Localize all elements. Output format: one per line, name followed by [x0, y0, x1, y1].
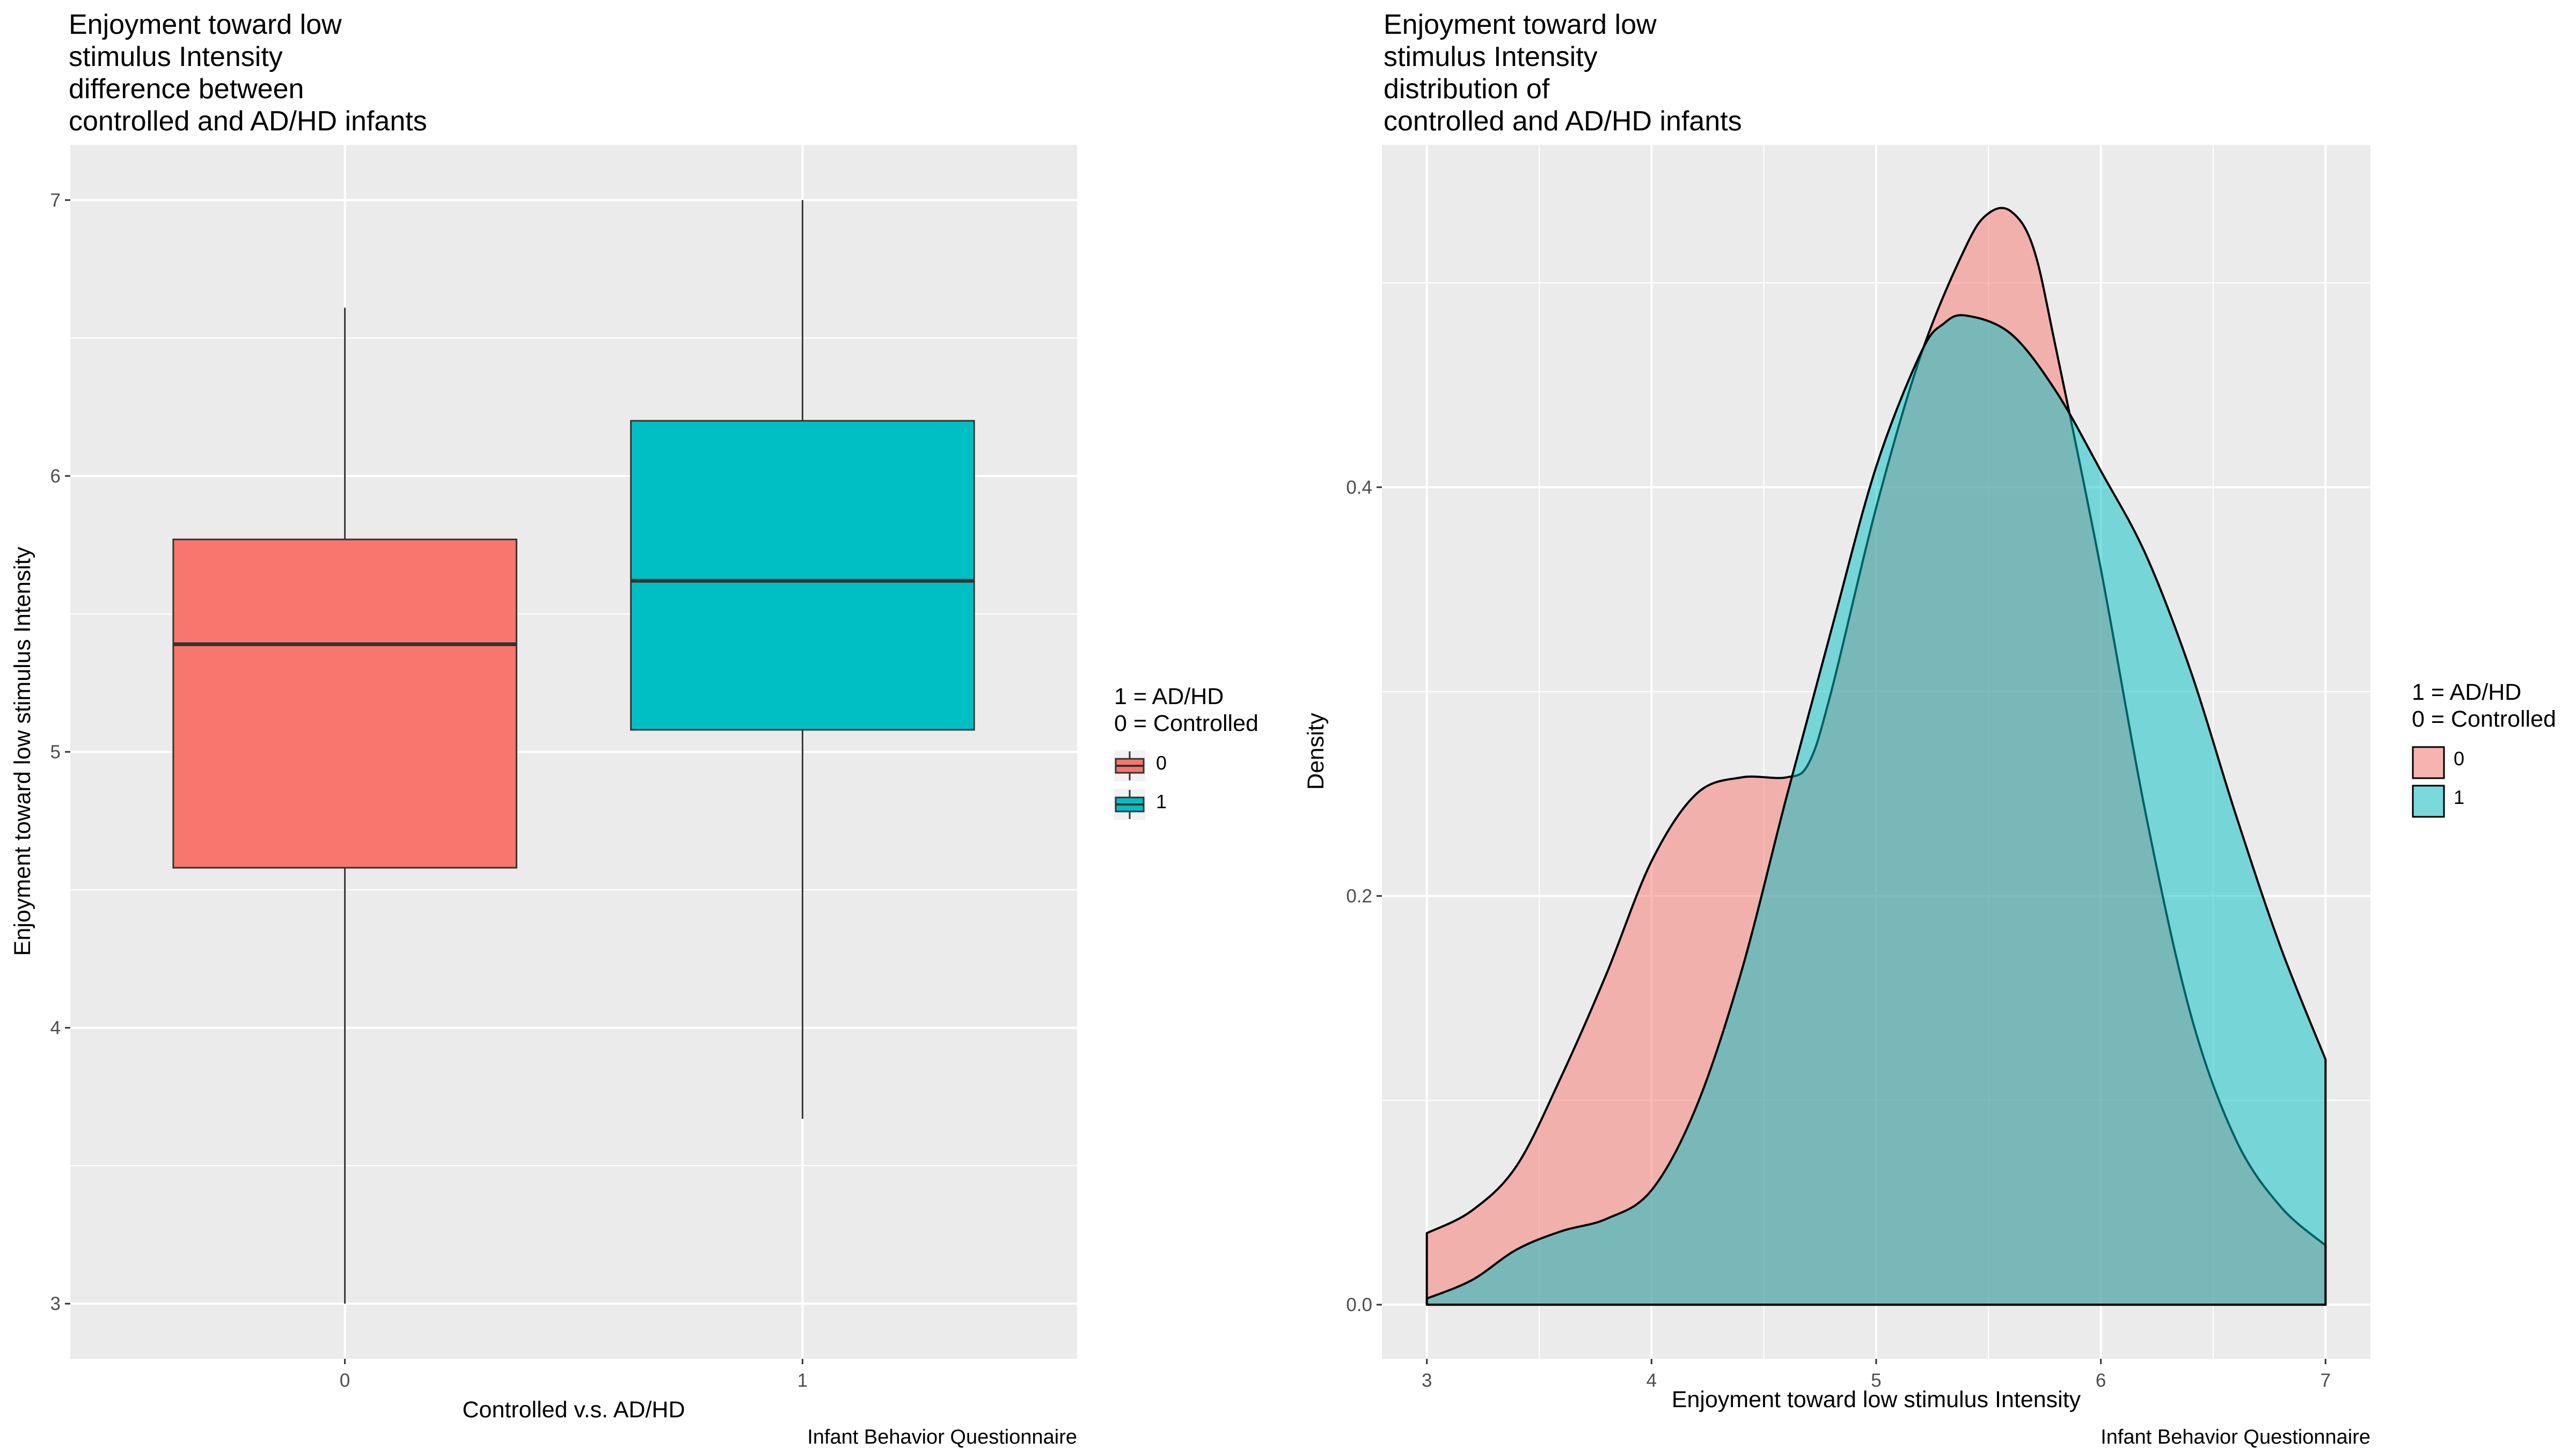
y-tick-label: 6 [50, 466, 61, 487]
boxplot-box-0 [172, 538, 517, 869]
x-tick-label: 1 [797, 1370, 808, 1391]
legend-key-swatch [2412, 785, 2445, 818]
density-title: Enjoyment toward low stimulus Intensity … [1384, 9, 1742, 137]
density-x-ticks: 3 4 5 6 7 [1422, 1359, 2331, 1391]
density-x-axis-label: Enjoyment toward low stimulus Intensity [1672, 1387, 2081, 1413]
x-tick-label: 0 [340, 1370, 350, 1391]
boxplot-y-ticks: 3 4 5 6 7 [50, 190, 70, 1314]
y-tick-label: 7 [50, 190, 61, 211]
y-tick-label: 0.4 [1346, 477, 1372, 498]
legend-title-line: 1 = AD/HD [2412, 679, 2521, 705]
boxplot-box-1 [630, 420, 975, 731]
y-tick-label: 5 [50, 742, 61, 763]
x-tick-label: 4 [1646, 1370, 1657, 1391]
legend-entry-label: 0 [2454, 748, 2464, 770]
x-tick-label: 5 [1871, 1370, 1881, 1391]
legend-entry-label: 1 [1156, 791, 1167, 813]
legend-entry-label: 1 [2454, 786, 2464, 808]
boxplot-title: Enjoyment toward low stimulus Intensity … [69, 9, 427, 137]
density-marks [1425, 207, 2327, 1306]
legend-key-swatch [2412, 746, 2445, 779]
density-caption: Infant Behavior Questionnaire [2101, 1426, 2370, 1448]
x-tick-label: 6 [2096, 1370, 2106, 1391]
density-legend: 1 = AD/HD0 = Controlled 0 1 [2412, 679, 2556, 818]
density-panel: 0.0 0.2 0.4 3 4 5 6 7 Enjoyment toward low sti… [1303, 145, 2556, 1448]
boxplot-marks [172, 200, 975, 1304]
legend-title-line: 0 = Controlled [2412, 706, 2556, 732]
y-tick-label: 4 [50, 1018, 61, 1038]
x-tick-label: 3 [1422, 1370, 1432, 1391]
boxplot-caption: Infant Behavior Questionnaire [807, 1426, 1077, 1448]
y-tick-label: 0.2 [1346, 885, 1372, 906]
legend-title-line: 1 = AD/HD [1114, 684, 1224, 709]
y-tick-label: 3 [50, 1293, 61, 1314]
y-tick-label: 0.0 [1346, 1294, 1372, 1315]
x-tick-label: 7 [2321, 1370, 2331, 1391]
legend-title-line: 0 = Controlled [1114, 711, 1258, 736]
density-area-1 [1425, 314, 2327, 1306]
boxplot-legend: 1 = AD/HD0 = Controlled 0 1 [1114, 684, 1258, 820]
boxplot-y-axis-label: Enjoyment toward low stimulus Intensity [10, 546, 35, 956]
density-y-axis-label: Density [1303, 713, 1329, 790]
density-y-ticks: 0.0 0.2 0.4 [1346, 477, 1382, 1315]
boxplot-x-axis-label: Controlled v.s. AD/HD [462, 1397, 685, 1423]
legend-entry-label: 0 [1156, 752, 1167, 774]
